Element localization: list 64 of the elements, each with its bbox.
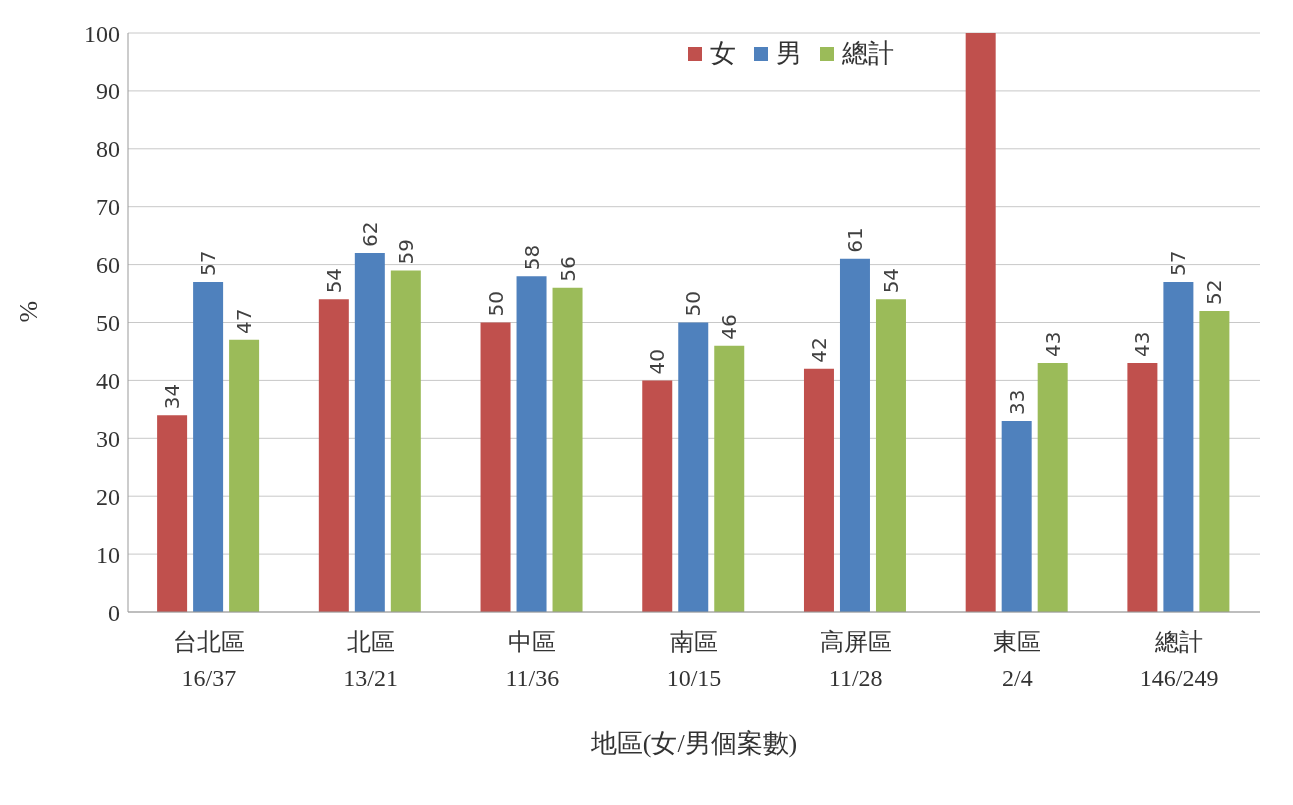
- data-label: 61: [842, 227, 867, 253]
- data-label: 34: [160, 383, 185, 410]
- data-label: 58: [519, 244, 544, 271]
- y-tick-label: 0: [108, 599, 120, 626]
- y-tick-label: 70: [96, 194, 120, 221]
- y-tick-label: 100: [84, 20, 120, 47]
- y-tick-label: 20: [96, 483, 120, 510]
- y-tick-label: 30: [96, 425, 120, 452]
- bar: [803, 368, 834, 612]
- data-label: 52: [1202, 279, 1227, 305]
- y-tick-label: 90: [96, 78, 120, 105]
- x-tick-label: 高屏區 11/28: [819, 629, 892, 691]
- bar: [1127, 363, 1158, 612]
- data-label: 40: [645, 348, 670, 375]
- legend-label: 總計: [841, 38, 894, 70]
- bar: [1001, 420, 1032, 612]
- y-tick-label: 10: [96, 541, 120, 568]
- bar: [318, 299, 349, 612]
- data-label: 56: [555, 256, 580, 282]
- bar: [965, 33, 996, 612]
- bar: [516, 276, 547, 612]
- bar: [1037, 363, 1068, 612]
- bar: [229, 339, 260, 612]
- bar: [642, 380, 673, 612]
- data-label: 43: [1040, 331, 1065, 358]
- x-tick-label: 中區 11/36: [505, 629, 560, 691]
- bar: [875, 299, 906, 612]
- x-tick-label: 台北區 16/37: [172, 629, 245, 691]
- x-tick-label: 總計 146/249: [1139, 629, 1219, 691]
- data-label: 33: [1004, 389, 1029, 415]
- x-tick-label: 南區 10/15: [666, 629, 722, 691]
- data-label: 47: [232, 308, 257, 334]
- data-label: 57: [1166, 250, 1191, 276]
- legend-label: 女: [709, 38, 736, 70]
- y-tick-label: 40: [96, 367, 120, 394]
- x-axis-title: 地區(女/男個案數): [589, 729, 798, 758]
- bar: [1199, 310, 1230, 612]
- y-tick-label: 80: [96, 136, 120, 163]
- data-label: 43: [1130, 331, 1155, 358]
- y-tick-label: 50: [96, 310, 120, 337]
- x-tick-label: 東區 2/4: [993, 629, 1042, 691]
- data-label: 62: [357, 221, 382, 248]
- bar: [1163, 281, 1194, 612]
- bar: [678, 322, 709, 612]
- bar: [157, 415, 188, 612]
- data-label: 42: [806, 337, 831, 363]
- bar: [714, 345, 745, 612]
- y-axis-title: %: [14, 300, 44, 323]
- bar: [390, 270, 421, 612]
- bar: [552, 287, 583, 612]
- y-tick-label: 60: [96, 252, 120, 279]
- x-tick-label: 北區 13/21: [343, 629, 398, 691]
- bar: [354, 253, 385, 612]
- data-label: 57: [196, 250, 221, 276]
- bar: [480, 322, 511, 612]
- data-label: 46: [717, 314, 742, 340]
- data-label: 54: [321, 267, 346, 294]
- bar: [193, 281, 224, 612]
- data-label: 59: [393, 238, 418, 265]
- data-label: 50: [483, 291, 508, 317]
- data-label: 54: [878, 267, 903, 294]
- data-label: 50: [681, 291, 706, 317]
- legend-label: 男: [775, 38, 802, 70]
- bar: [839, 258, 870, 612]
